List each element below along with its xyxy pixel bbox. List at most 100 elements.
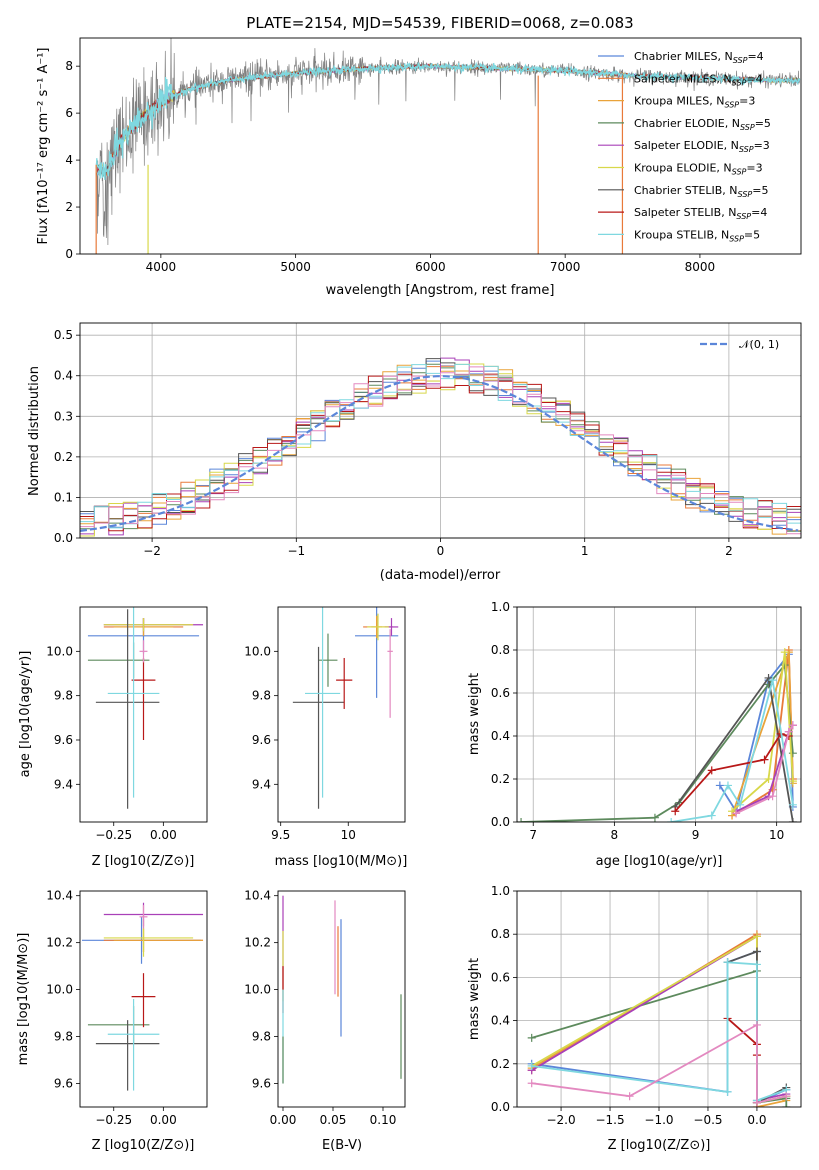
mass-weight-marker [780, 648, 789, 657]
mass_weight_vs_Z-xtick-label: −1.0 [644, 1113, 673, 1127]
legend-label: Kroupa MILES, NSSP=3 [634, 95, 755, 110]
mZ-ylabel: mass [log10(M/M⊙)] [16, 933, 31, 1066]
mass-weight-marker [527, 1079, 536, 1088]
spectrum-ytick-label: 0 [65, 247, 73, 261]
residuals-xtick-label: −2 [143, 544, 161, 558]
legend-label: Kroupa ELODIE, NSSP=3 [634, 162, 763, 177]
mass-weight-marker [788, 721, 797, 730]
residual-histogram-panel: (data-model)/error Normed distribution −… [27, 322, 802, 583]
spectrum-xtick-label: 8000 [685, 260, 716, 274]
residuals-xtick-label: −1 [287, 544, 305, 558]
age_vs_Z-frame [79, 606, 208, 823]
mass-weight-marker [707, 766, 716, 775]
mass-weight-marker [768, 676, 777, 685]
residuals-ytick-label: 0.0 [54, 531, 73, 545]
mass_vs_ebv-xtick-label: 0.00 [270, 1113, 297, 1127]
mass_weight_vs_Z-ytick-label: 0.8 [491, 927, 510, 941]
mass_vs_Z-ytick-label: 9.6 [54, 1077, 73, 1091]
residual-histogram-pink [80, 366, 801, 538]
mass_weight_vs_age-ytick-label: 0.4 [491, 729, 510, 743]
mass-weight-marker [723, 781, 732, 790]
mass_vs_Z-xtick-label: 0.00 [150, 1113, 177, 1127]
age_vs_Z-ytick-label: 9.6 [54, 733, 73, 747]
mass_vs_ebv-ytick-label: 10.0 [244, 983, 271, 997]
mwAge-ylabel: mass weight [467, 673, 482, 755]
legend-label: Salpeter STELIB, NSSP=4 [634, 206, 767, 221]
mass-weight-marker [788, 818, 797, 822]
mass-vs-ebv-panel: E(B-V) 0.00 0.05 0.10 9.6 9.8 10.0 10.2 10.4 [244, 889, 406, 1153]
mass-weight-marker [650, 813, 659, 822]
mass_vs_ebv-ytick-label: 9.8 [252, 1030, 271, 1044]
residuals-xtick-label: 1 [581, 544, 589, 558]
mass-weight-marker [752, 932, 761, 941]
age_vs_mass-frame [277, 606, 406, 823]
age_vs_Z-xtick-label: 0.00 [150, 828, 177, 842]
mass-weight-marker [752, 1098, 761, 1107]
mass-weight-line-salpeter_stelib [674, 732, 790, 812]
spectrum-xtick-label: 6000 [415, 260, 446, 274]
mass_weight_vs_age-ytick-label: 0.0 [491, 815, 510, 829]
age_vs_mass-xtick-label: 10 [341, 828, 356, 842]
mass-weight-marker [723, 958, 732, 967]
mass-weight-marker [768, 792, 777, 801]
mass_weight_vs_age-marks [517, 646, 797, 822]
mass-weight-marker [728, 807, 737, 816]
spectrum-ytick-label: 6 [65, 106, 73, 120]
age_vs_Z-ytick-label: 9.8 [54, 689, 73, 703]
mass_weight_vs_Z-ytick-label: 0.4 [491, 1014, 510, 1028]
mass-weight-marker [667, 818, 676, 822]
mass-weight-marker [782, 1103, 791, 1107]
mwZ-ylabel: mass weight [467, 958, 482, 1040]
residuals-ytick-label: 0.4 [54, 369, 73, 383]
legend-label: Salpeter MILES, NSSP=4 [634, 72, 763, 87]
residuals-plot-area [80, 323, 801, 539]
mass-weight-marker [715, 781, 724, 790]
mass_vs_ebv-ytick-label: 9.6 [252, 1077, 271, 1091]
age_vs_Z-ytick-label: 10.0 [46, 644, 73, 658]
age_vs_mass-ytick-label: 9.6 [252, 733, 271, 747]
mass_vs_ebv-ytick-label: 10.2 [244, 936, 271, 950]
ageM-xlabel: mass [log10(M/M⊙)] [275, 854, 408, 869]
mass_weight_vs_Z-ytick-label: 0.0 [491, 1100, 510, 1114]
ageZ-xlabel: Z [log10(Z/Z⊙)] [92, 854, 195, 869]
residuals-marks [80, 357, 801, 538]
mass_vs_Z-ytick-label: 10.2 [46, 936, 73, 950]
mass-weight-marker [752, 960, 761, 969]
normal-distribution-curve [80, 375, 799, 532]
age_vs_mass-marks [292, 607, 399, 809]
mwZ-xlabel: Z [log10(Z/Z⊙)] [608, 1138, 711, 1153]
mass_weight_vs_age-xtick-label: 7 [529, 828, 537, 842]
age_vs_mass-ytick-label: 9.4 [252, 777, 271, 791]
mass_weight_vs_Z-plot-area [517, 890, 801, 1108]
mass_weight_vs_age-frame [516, 606, 802, 823]
legend-label: Chabrier MILES, NSSP=4 [634, 50, 764, 65]
age_vs_mass-ytick-label: 10.0 [244, 644, 271, 658]
age_vs_mass-xtick-label: 9.5 [271, 828, 290, 842]
legend-label: Chabrier ELODIE, NSSP=5 [634, 117, 771, 132]
mass_weight_vs_age-xtick-label: 9 [692, 828, 700, 842]
mass-weight-marker [782, 1092, 791, 1101]
age-vs-mass-panel: mass [log10(M/M⊙)] 9.5 10 9.4 9.6 9.8 10.0 [244, 606, 408, 869]
mass_vs_ebv-marks [282, 895, 402, 1084]
mass-weight-marker [671, 807, 680, 816]
mass_vs_Z-ytick-label: 9.8 [54, 1030, 73, 1044]
mass-weight-marker [788, 800, 797, 809]
spectrum-ylabel: Flux [fλ10⁻¹⁷ erg cm⁻² s⁻¹ A⁻¹] [36, 48, 51, 245]
mass_weight_vs_Z-ytick-label: 1.0 [491, 884, 510, 898]
residual-histogram-chabrier_stelib [80, 358, 801, 538]
mass-weight-vs-metallicity-panel: Z [log10(Z/Z⊙)] mass weight −2.0 −1.5 −1.0… [467, 884, 802, 1153]
residuals-ytick-label: 0.1 [54, 490, 73, 504]
mass_weight_vs_age-ytick-label: 1.0 [491, 600, 510, 614]
spectrum-legend: Chabrier MILES, NSSP=4 Salpeter MILES, NS… [598, 50, 771, 243]
model-spectrum-line-top [95, 61, 801, 181]
mass-weight-line-kroupa_elodie [731, 651, 794, 812]
mass-weight-marker [723, 1087, 732, 1096]
mass-weight-marker [732, 809, 741, 818]
mass-weight-marker [736, 800, 745, 809]
mass-weight-marker [764, 775, 773, 783]
mass_vs_ebv-xtick-label: 0.05 [320, 1113, 347, 1127]
mass_weight_vs_age-plot-area [517, 606, 801, 823]
spectrum-frame [79, 37, 802, 255]
legend-label: Chabrier STELIB, NSSP=5 [634, 184, 768, 199]
legend-label: Kroupa STELIB, NSSP=5 [634, 228, 760, 243]
